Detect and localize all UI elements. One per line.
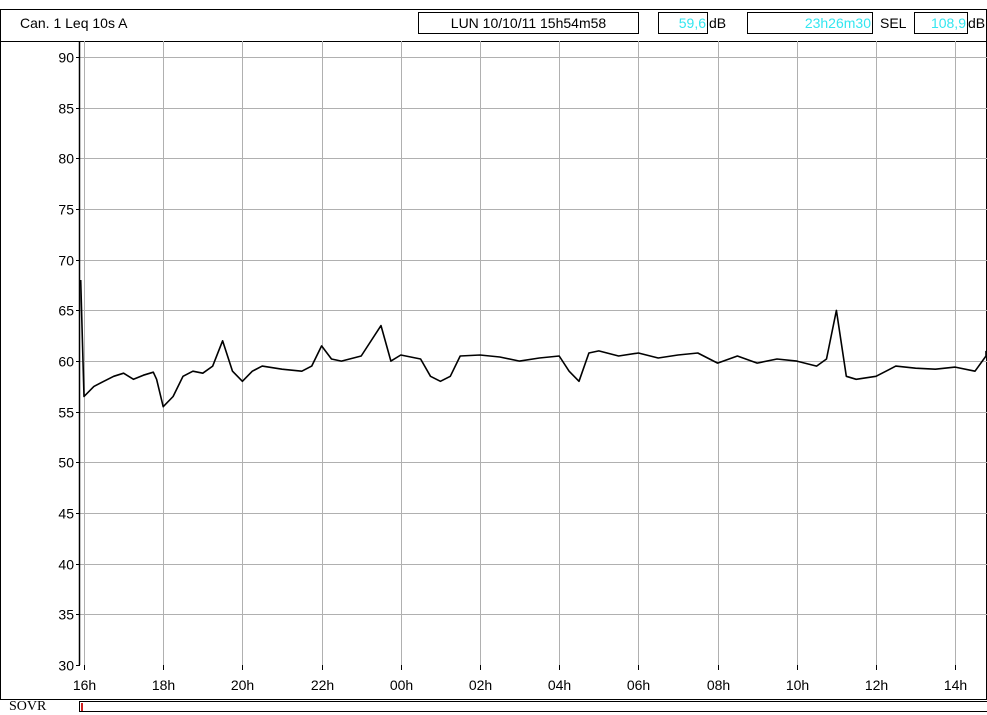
y-tick-label-35: 35 [58, 607, 74, 623]
level-unit-label: dB [709, 15, 727, 31]
sel-value-field: 108,9 [914, 12, 968, 34]
y-tick-label-85: 85 [58, 101, 74, 117]
leq-trace-line [79, 279, 987, 408]
y-tick-label-65: 65 [58, 303, 74, 319]
x-tick-label-14h: 14h [944, 677, 967, 693]
y-axis-ticks: 30 35 40 45 50 55 60 65 70 75 80 85 90 [58, 50, 80, 674]
x-tick-label-18h: 18h [152, 677, 175, 693]
y-tick-label-70: 70 [58, 253, 74, 269]
y-tick-label-60: 60 [58, 354, 74, 370]
sovr-overload-marker [81, 703, 83, 711]
y-tick-label-30: 30 [58, 658, 74, 674]
x-tick-label-06h: 06h [627, 677, 650, 693]
x-tick-label-20h: 20h [231, 677, 254, 693]
x-tick-label-22h: 22h [311, 677, 334, 693]
channel-label: Can. 1 Leq 10s A [20, 15, 128, 31]
x-tick-label-16h: 16h [73, 677, 96, 693]
x-tick-label-00h: 00h [390, 677, 413, 693]
x-tick-label-12h: 12h [865, 677, 888, 693]
y-tick-label-50: 50 [58, 455, 74, 471]
sovr-label: SOVR [9, 699, 47, 714]
sovr-bar [79, 701, 987, 712]
level-value-field: 59,6 [658, 12, 708, 34]
sel-label: SEL [880, 15, 907, 31]
y-tick-label-40: 40 [58, 557, 74, 573]
y-tick-label-80: 80 [58, 151, 74, 167]
y-tick-label-45: 45 [58, 506, 74, 522]
datetime-field: LUN 10/10/11 15h54m58 [418, 12, 639, 34]
x-tick-label-10h: 10h [786, 677, 809, 693]
y-tick-label-55: 55 [58, 405, 74, 421]
y-tick-label-90: 90 [58, 50, 74, 66]
outer-frame [0, 9, 987, 700]
grid-vertical [84, 41, 956, 665]
duration-field: 23h26m30 [747, 12, 873, 34]
x-axis-ticks: 16h 18h 20h 22h 00h 02h 04h 06h 08h 10h 12h 14h [73, 665, 967, 693]
y-tick-label-75: 75 [58, 202, 74, 218]
measurement-header: Can. 1 Leq 10s A LUN 10/10/11 15h54m58 5… [0, 0, 987, 41]
sel-unit-label: dB [968, 15, 986, 31]
x-tick-label-04h: 04h [548, 677, 571, 693]
x-tick-label-08h: 08h [707, 677, 730, 693]
grid-horizontal [80, 57, 987, 615]
x-tick-label-02h: 02h [469, 677, 492, 693]
